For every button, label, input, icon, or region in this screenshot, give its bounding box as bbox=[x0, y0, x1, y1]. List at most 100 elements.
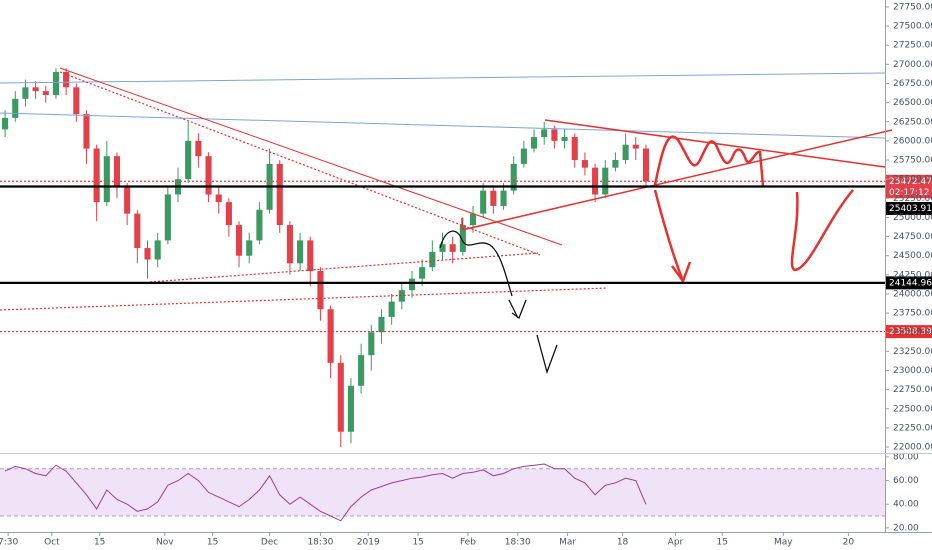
candle-body bbox=[378, 316, 385, 333]
y-tick-label: 24000.00 bbox=[893, 289, 932, 299]
y-tick-label: 22500.00 bbox=[893, 404, 932, 414]
y-tick-label: 25250.00 bbox=[893, 194, 932, 204]
candle-body bbox=[358, 355, 365, 386]
candle-body bbox=[429, 251, 436, 268]
candle-body bbox=[480, 190, 487, 214]
y-tick-label: 24500.00 bbox=[893, 251, 932, 261]
candle-body bbox=[2, 117, 9, 130]
rsi-line bbox=[4, 463, 647, 522]
candle-body bbox=[144, 248, 151, 260]
y-tick-label: 27500.00 bbox=[893, 22, 932, 32]
price-label-box bbox=[886, 202, 932, 216]
candle-body bbox=[439, 244, 446, 252]
triangle-line bbox=[461, 129, 893, 231]
candle-body bbox=[592, 167, 599, 195]
x-tick-label: Feb bbox=[460, 538, 476, 548]
candle-body bbox=[408, 278, 416, 291]
y-tick-label: 26250.00 bbox=[893, 117, 932, 127]
candle-body bbox=[225, 202, 232, 226]
x-tick-label: May bbox=[774, 538, 793, 548]
y-tick-label: 22250.00 bbox=[893, 423, 932, 433]
price-label: 24144.96 bbox=[889, 278, 932, 288]
candle-body bbox=[571, 137, 578, 161]
y-tick-label: 26000.00 bbox=[893, 136, 932, 146]
y-tick-label: 26750.00 bbox=[893, 79, 932, 89]
y-tick-label: 27250.00 bbox=[893, 41, 932, 51]
candle-body bbox=[419, 267, 426, 279]
candle-body bbox=[185, 140, 192, 180]
arrow-drawing bbox=[653, 189, 692, 284]
candle-body bbox=[500, 190, 507, 206]
candle-body bbox=[510, 163, 517, 191]
arrow-drawing bbox=[439, 230, 527, 320]
y-tick-label: 27000.00 bbox=[893, 60, 932, 70]
candle-body bbox=[246, 240, 253, 256]
trend-line bbox=[59, 67, 563, 246]
x-tick-label: 18:30 bbox=[505, 538, 531, 548]
candle-body bbox=[73, 87, 80, 115]
trend-line bbox=[0, 287, 608, 311]
candle-body bbox=[642, 148, 649, 182]
candle-body bbox=[134, 213, 141, 249]
y-tick-label: 25500.00 bbox=[893, 175, 932, 185]
candle-body bbox=[286, 225, 293, 264]
x-tick-label: 15 bbox=[94, 538, 105, 548]
candle-body bbox=[531, 137, 538, 149]
y-tick-label: 22000.00 bbox=[893, 443, 932, 453]
x-tick-label: Nov bbox=[156, 538, 174, 548]
rsi-tick-label: 60.00 bbox=[893, 476, 919, 486]
candle-body bbox=[317, 271, 324, 310]
x-tick-label: 15 bbox=[412, 538, 423, 548]
y-tick-label: 27750.00 bbox=[893, 2, 932, 12]
candle-body bbox=[347, 385, 354, 432]
countdown: 02:17:12 bbox=[889, 188, 929, 198]
price-label: 23508.39 bbox=[889, 327, 932, 337]
wave-drawing bbox=[653, 135, 765, 187]
candle-body bbox=[449, 244, 456, 252]
candle-body bbox=[236, 225, 243, 256]
candle-body bbox=[541, 129, 548, 138]
price-label: 25403.91 bbox=[889, 204, 932, 214]
rsi-pane: 20.00 40.00 60.00 80.00 bbox=[0, 452, 919, 533]
candle-body bbox=[632, 144, 639, 149]
trend-line bbox=[149, 252, 539, 283]
candle-body bbox=[256, 209, 263, 241]
y-tick-label: 22750.00 bbox=[893, 385, 932, 395]
y-tick-label: 24250.00 bbox=[893, 270, 932, 280]
candle-body bbox=[520, 148, 527, 164]
candle-body bbox=[93, 148, 100, 203]
y-tick-label: 25750.00 bbox=[893, 156, 932, 166]
countdown-box bbox=[886, 186, 932, 199]
candle-body bbox=[337, 362, 344, 432]
candle-body bbox=[215, 194, 222, 203]
candle-body bbox=[113, 156, 121, 187]
rsi-tick-label: 40.00 bbox=[893, 500, 919, 510]
candle-body bbox=[22, 87, 29, 99]
candle-body bbox=[42, 91, 49, 95]
candle-body bbox=[124, 186, 131, 214]
candle-body bbox=[297, 240, 304, 264]
candle-body bbox=[12, 98, 19, 118]
y-tick-label: 25000.00 bbox=[893, 213, 932, 223]
rsi-tick-label: 20.00 bbox=[893, 523, 919, 533]
price-label: 25472.47 bbox=[889, 177, 932, 187]
candle-body bbox=[83, 114, 90, 149]
candle-body bbox=[388, 301, 395, 317]
price-label-box bbox=[886, 276, 932, 290]
x-tick-label: Apr bbox=[668, 538, 684, 548]
x-tick-label: 7:30 bbox=[0, 538, 19, 548]
price-label-box bbox=[886, 325, 932, 339]
v-drawing bbox=[790, 189, 854, 272]
candle-body bbox=[32, 87, 39, 92]
x-tick-label: 15 bbox=[717, 538, 728, 548]
x-tick-label: 18:30 bbox=[307, 538, 333, 548]
candle-body bbox=[154, 240, 161, 260]
y-tick-label: 23750.00 bbox=[893, 309, 932, 319]
candle-body bbox=[612, 160, 619, 168]
candle-body bbox=[622, 144, 629, 161]
candle-body bbox=[195, 140, 202, 157]
x-tick-label: 18 bbox=[617, 538, 629, 548]
